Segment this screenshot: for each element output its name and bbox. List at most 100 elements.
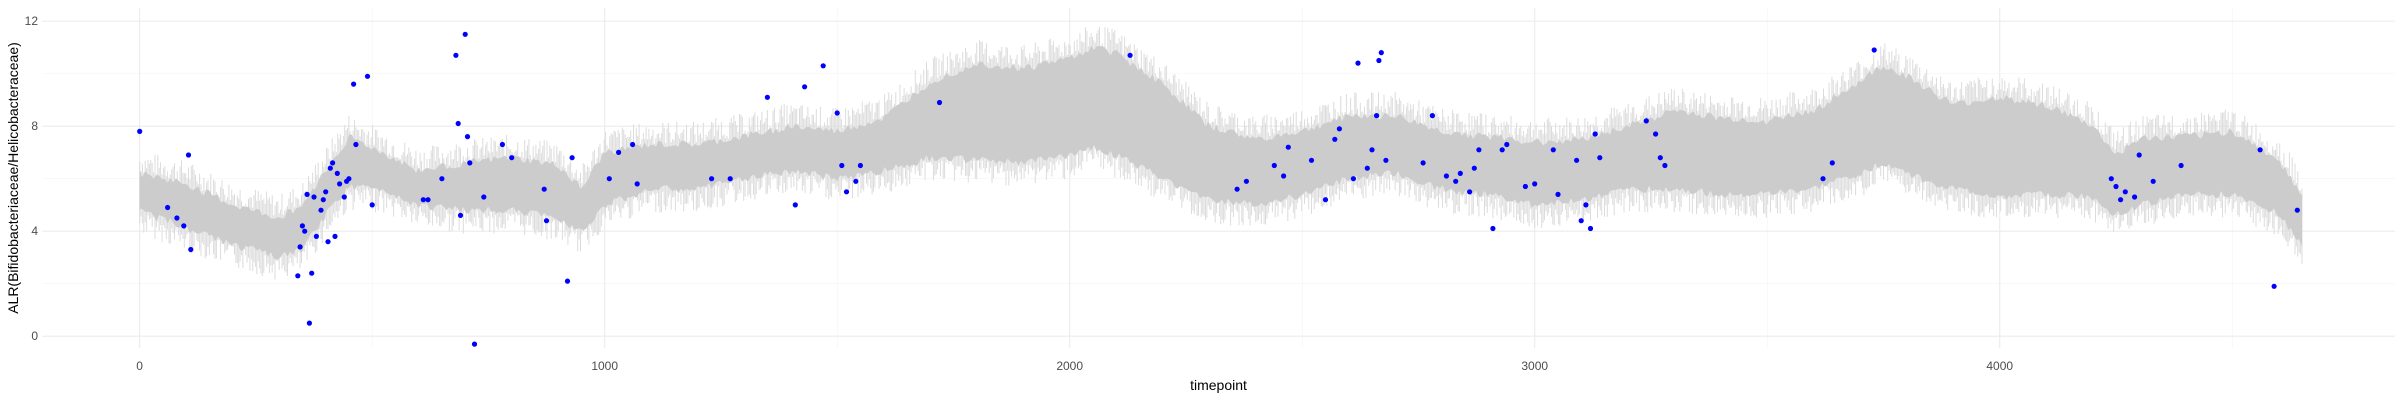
data-point (1271, 162, 1277, 169)
data-point (330, 160, 336, 166)
data-point (306, 320, 312, 326)
data-point (1364, 165, 1370, 171)
data-point (341, 194, 347, 200)
data-point (616, 149, 622, 155)
data-point (309, 270, 315, 276)
data-point (165, 204, 171, 211)
data-point (727, 176, 733, 182)
data-point (1522, 183, 1528, 190)
data-point (1578, 218, 1584, 224)
data-point (332, 233, 338, 239)
data-point (2271, 283, 2277, 289)
data-point (853, 178, 859, 184)
data-point (420, 197, 426, 203)
data-point (1234, 186, 1240, 192)
data-point (1429, 113, 1435, 119)
data-point (1467, 189, 1473, 195)
data-point (1383, 157, 1389, 163)
y-tick-label: 12 (25, 14, 39, 28)
data-point (1871, 47, 1877, 53)
data-point (320, 197, 326, 203)
data-point (185, 152, 192, 158)
data-point (509, 155, 515, 161)
data-point (606, 176, 612, 182)
data-point (1657, 155, 1663, 161)
data-point (630, 141, 636, 148)
data-point (188, 246, 194, 253)
data-point (481, 194, 487, 200)
data-point (543, 218, 550, 224)
data-point (569, 155, 575, 161)
data-point (936, 99, 943, 106)
y-axis-ticks: 0 4 8 12 (25, 14, 39, 343)
data-point (1420, 160, 1426, 166)
x-tick-label: 1000 (591, 359, 618, 373)
data-point (764, 94, 771, 100)
data-point (364, 73, 371, 79)
data-point (1592, 131, 1598, 137)
data-point (2178, 162, 2184, 169)
data-point (1369, 147, 1375, 153)
data-point (1453, 178, 1459, 184)
data-point (1281, 173, 1287, 179)
data-point (311, 194, 317, 200)
y-axis-title: ALR(Bifidobacteriaceae/Helicobacteraceae… (5, 42, 21, 314)
data-point (1374, 113, 1380, 119)
data-point (462, 31, 468, 37)
x-tick-label: 0 (136, 359, 143, 373)
data-point (2257, 147, 2263, 153)
data-point (455, 120, 461, 127)
y-tick-label: 4 (31, 224, 38, 238)
data-point (346, 176, 352, 182)
data-point (453, 52, 459, 58)
data-point (351, 81, 357, 87)
data-point (2150, 178, 2156, 184)
data-point (802, 84, 808, 90)
data-point (2294, 207, 2300, 213)
data-point (2118, 197, 2124, 203)
data-point (634, 181, 640, 187)
data-point (1350, 176, 1356, 182)
data-point (1471, 165, 1477, 171)
x-axis-ticks: 0 1000 2000 3000 4000 (136, 359, 2013, 373)
data-point (318, 207, 324, 213)
data-point (564, 278, 571, 284)
data-point (857, 162, 864, 169)
data-point (1376, 57, 1382, 64)
data-point (1127, 52, 1133, 58)
data-point (1555, 191, 1561, 197)
data-point (499, 141, 505, 148)
data-point (174, 215, 180, 221)
data-point (843, 189, 850, 195)
data-point (313, 233, 319, 239)
data-point (353, 141, 359, 148)
data-point (1336, 126, 1342, 132)
data-point (709, 176, 715, 182)
data-point (834, 110, 840, 116)
data-point (1378, 50, 1384, 56)
data-point (1476, 147, 1482, 153)
data-point (1550, 147, 1556, 153)
data-point (369, 202, 375, 208)
data-point (2108, 176, 2114, 182)
data-point (2132, 194, 2138, 200)
data-point (1829, 160, 1835, 166)
data-point (467, 160, 473, 166)
data-point (1332, 136, 1338, 142)
data-point (471, 341, 478, 347)
data-point (299, 223, 305, 229)
data-point (1662, 162, 1668, 169)
data-point (323, 189, 329, 195)
data-point (1587, 225, 1594, 232)
data-point (1820, 176, 1826, 182)
observed-points (137, 31, 2300, 347)
data-point (1285, 144, 1291, 150)
data-point (137, 128, 143, 134)
data-point (1355, 60, 1361, 66)
data-point (295, 273, 301, 279)
data-point (1499, 147, 1505, 153)
data-point (1490, 225, 1496, 232)
data-point (1308, 157, 1315, 163)
data-point (1653, 131, 1659, 137)
data-point (1504, 141, 1510, 148)
